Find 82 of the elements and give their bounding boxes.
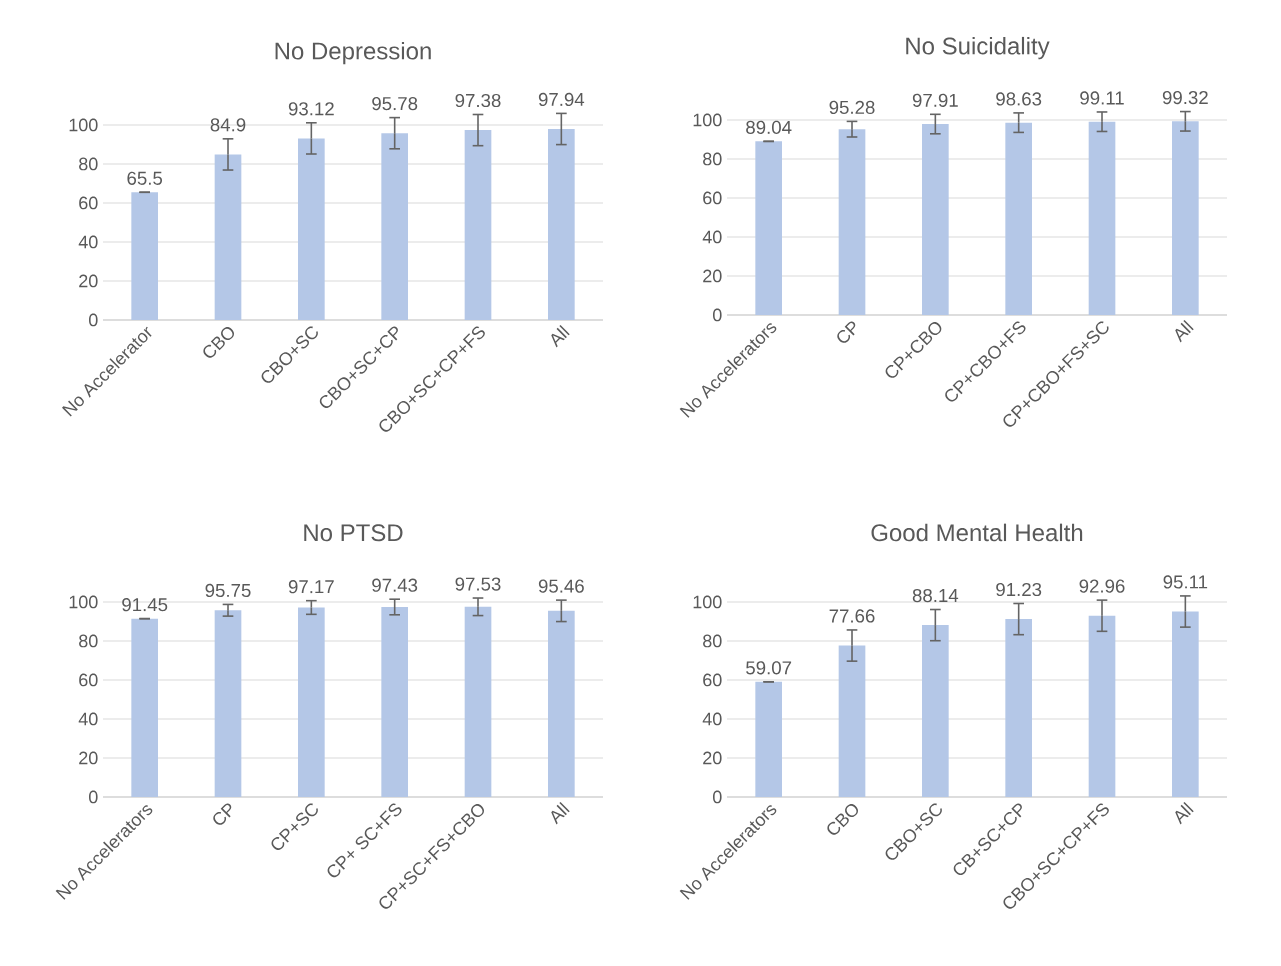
bar	[131, 192, 159, 320]
y-tick-label: 100	[69, 118, 98, 132]
bar	[838, 129, 866, 315]
bar	[1172, 611, 1199, 797]
bar	[755, 141, 783, 315]
x-tick-label: CP	[837, 321, 856, 343]
bar	[922, 625, 949, 797]
bar	[1088, 615, 1116, 797]
x-tick-label: All	[1175, 801, 1194, 825]
y-tick-label: 80	[703, 634, 722, 648]
bar	[755, 681, 783, 797]
bar	[464, 606, 492, 797]
data-label: 84.9	[210, 118, 246, 132]
bar	[838, 645, 866, 797]
y-tick-label: 40	[78, 235, 98, 249]
data-label: 77.66	[829, 609, 875, 623]
y-tick-label: 60	[703, 673, 722, 687]
chart-title: No Suicidality	[906, 36, 1050, 60]
x-tick-label: CP	[213, 803, 232, 825]
y-tick-label: 40	[78, 712, 98, 726]
bar	[464, 130, 492, 320]
bar	[381, 133, 409, 320]
data-label: 95.75	[205, 583, 251, 598]
y-tick-label: 80	[79, 157, 98, 171]
bar	[1005, 619, 1033, 797]
data-label: 65.5	[127, 171, 163, 185]
y-tick-label: 60	[79, 673, 98, 687]
bar	[131, 618, 159, 797]
bar	[298, 138, 325, 320]
y-tick-label: 40	[702, 230, 722, 244]
chart-title: No Depression	[275, 41, 431, 65]
data-label: 95.28	[829, 100, 875, 115]
y-tick-label: 20	[79, 751, 98, 765]
data-label: 97.94	[538, 92, 585, 107]
data-label: 97.43	[372, 578, 418, 592]
x-tick-label: All	[1175, 319, 1194, 343]
bar	[214, 154, 242, 320]
y-tick-label: 40	[702, 712, 722, 726]
chart-title: Good Mental Health	[871, 523, 1083, 542]
y-tick-label: 100	[693, 113, 722, 127]
data-label: 99.32	[1162, 90, 1208, 105]
y-tick-label: 80	[703, 152, 722, 166]
bar	[922, 124, 949, 315]
bar	[548, 610, 575, 797]
y-tick-label: 0	[89, 313, 98, 327]
y-tick-label: 20	[79, 274, 98, 288]
bar	[298, 607, 325, 797]
bar	[214, 610, 242, 797]
data-label: 93.12	[288, 102, 334, 116]
y-tick-label: 20	[703, 751, 722, 765]
y-tick-label: 0	[89, 790, 98, 804]
data-label: 59.07	[746, 661, 792, 675]
data-label: 97.53	[455, 577, 501, 591]
data-label: 91.45	[122, 598, 168, 612]
chart-title: No PTSD	[304, 524, 403, 542]
data-label: 91.23	[996, 582, 1042, 597]
y-tick-label: 60	[703, 191, 722, 205]
bar	[548, 129, 575, 320]
data-label: 92.96	[1079, 579, 1125, 593]
data-label: 89.04	[746, 120, 792, 134]
y-tick-label: 20	[703, 269, 722, 283]
x-tick-label: All	[551, 324, 570, 348]
y-tick-label: 100	[693, 595, 722, 609]
data-label: 97.91	[912, 93, 958, 107]
bar	[1172, 121, 1199, 315]
data-label: 99.11	[1080, 91, 1124, 105]
data-label: 88.14	[912, 588, 959, 603]
bar	[1088, 121, 1116, 315]
data-label: 97.38	[455, 93, 501, 108]
y-tick-label: 100	[69, 595, 98, 609]
x-tick-label: All	[551, 801, 570, 825]
data-label: 95.11	[1163, 575, 1208, 589]
y-tick-label: 60	[79, 196, 98, 210]
data-label: 97.17	[288, 580, 334, 594]
y-tick-label: 80	[79, 634, 98, 648]
bar	[381, 607, 409, 797]
data-label: 98.63	[996, 92, 1042, 106]
bar	[1005, 122, 1033, 315]
y-tick-label: 0	[713, 790, 722, 804]
y-tick-label: 0	[713, 308, 722, 322]
data-label: 95.78	[372, 97, 418, 111]
data-label: 95.46	[538, 579, 584, 593]
